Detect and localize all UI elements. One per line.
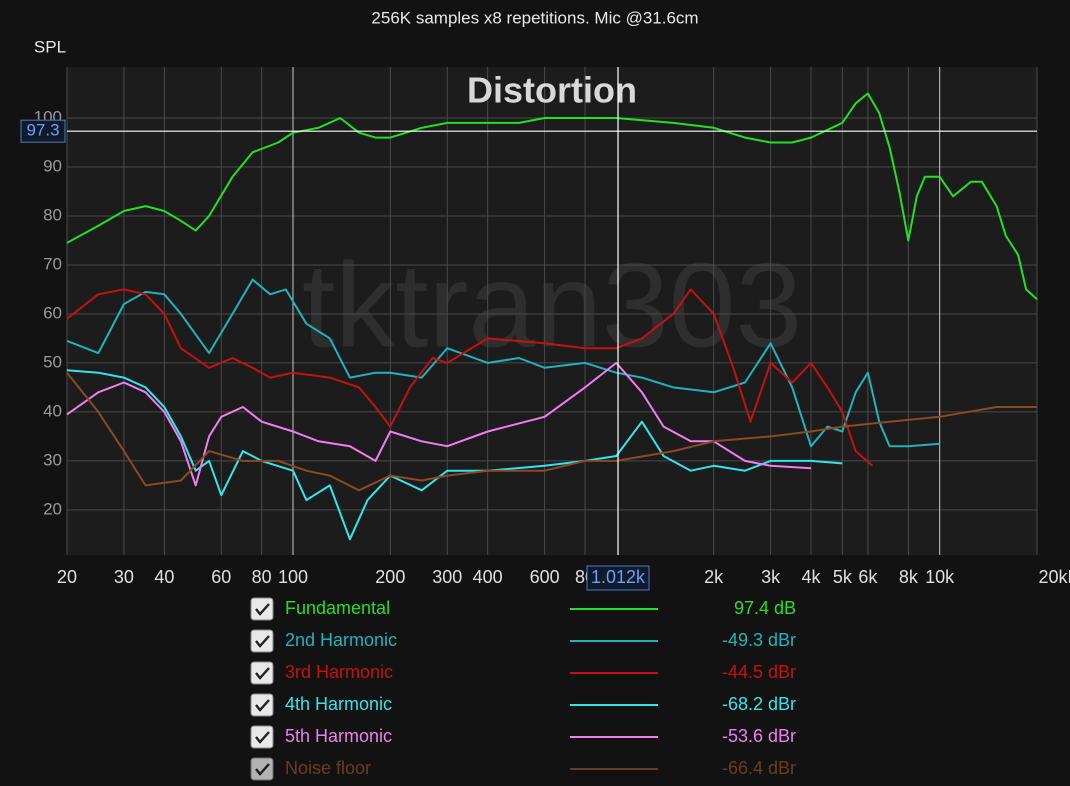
x-tick-label: 20kHz bbox=[1038, 567, 1070, 587]
x-tick-label: 3k bbox=[761, 567, 781, 587]
checkmark bbox=[255, 667, 270, 680]
y-tick-label: 90 bbox=[43, 156, 62, 175]
x-tick-label: 20 bbox=[57, 567, 77, 587]
x-tick-label: 6k bbox=[858, 567, 878, 587]
legend-readout: -44.5 dBr bbox=[722, 662, 796, 682]
legend-item: Noise floor -66.4 dBr bbox=[250, 757, 796, 781]
legend-name: 5th Harmonic bbox=[285, 726, 392, 746]
x-tick-label: 80 bbox=[252, 567, 272, 587]
legend: Fundamental 97.4 dB 2nd Harmonic -49.3 dBr 3… bbox=[250, 597, 796, 781]
watermark: tktran303 bbox=[302, 239, 802, 373]
y-tick-label: 50 bbox=[43, 352, 62, 371]
y-tick-label: 20 bbox=[43, 499, 62, 518]
cursor-y-label: 97.3 bbox=[26, 121, 59, 140]
series-line bbox=[66, 369, 843, 541]
series-line bbox=[66, 372, 1037, 492]
y-tick-label: 40 bbox=[43, 401, 62, 420]
cursor-y-box bbox=[20, 119, 66, 143]
legend-name: Fundamental bbox=[285, 598, 390, 618]
checkmark bbox=[255, 763, 270, 776]
legend-item: 5th Harmonic -53.6 dBr bbox=[250, 725, 796, 749]
checkbox[interactable] bbox=[250, 597, 274, 621]
x-tick-label: 100 bbox=[278, 567, 308, 587]
legend-readout: -49.3 dBr bbox=[722, 630, 796, 650]
series-line bbox=[66, 92, 1038, 300]
x-tick-label: 8k bbox=[899, 567, 919, 587]
chart-heading: Distortion bbox=[467, 70, 637, 111]
checkbox[interactable] bbox=[250, 629, 274, 653]
checkbox[interactable] bbox=[250, 725, 274, 749]
plot-area bbox=[67, 67, 1037, 555]
x-tick-label: 2k bbox=[704, 567, 724, 587]
x-tick-label: 600 bbox=[530, 567, 560, 587]
x-tick-label: 400 bbox=[473, 567, 503, 587]
legend-readout: -53.6 dBr bbox=[722, 726, 796, 746]
legend-item: Fundamental 97.4 dB bbox=[250, 597, 796, 621]
chart-title: 256K samples x8 repetitions. Mic @31.6cm bbox=[371, 8, 698, 27]
y-axis-label: SPL bbox=[34, 37, 66, 56]
legend-name: 3rd Harmonic bbox=[285, 662, 393, 682]
checkmark bbox=[255, 731, 270, 744]
series-line bbox=[66, 361, 812, 487]
x-tick-label: 30 bbox=[114, 567, 134, 587]
y-tick-label: 80 bbox=[43, 205, 62, 224]
legend-readout: 97.4 dB bbox=[734, 598, 796, 618]
x-tick-label: 40 bbox=[154, 567, 174, 587]
checkbox[interactable] bbox=[250, 757, 274, 781]
legend-name: Noise floor bbox=[285, 758, 371, 778]
checkmark bbox=[255, 635, 270, 648]
checkmark bbox=[255, 603, 270, 616]
x-tick-label: 60 bbox=[211, 567, 231, 587]
x-tick-label: 300 bbox=[432, 567, 462, 587]
checkbox[interactable] bbox=[250, 693, 274, 717]
overlay: 97.3 1.012k bbox=[20, 67, 1037, 591]
checkmark bbox=[255, 699, 270, 712]
legend-name: 4th Harmonic bbox=[285, 694, 392, 714]
series-line bbox=[66, 288, 874, 467]
checkbox[interactable] bbox=[250, 661, 274, 685]
legend-item: 2nd Harmonic -49.3 dBr bbox=[250, 629, 796, 653]
y-tick-label: 60 bbox=[43, 303, 62, 322]
series-line bbox=[66, 278, 940, 448]
cursor-x-label: 1.012k bbox=[591, 567, 646, 587]
x-tick-label: 10k bbox=[925, 567, 955, 587]
legend-readout: -66.4 dBr bbox=[722, 758, 796, 778]
x-tick-label: 5k bbox=[833, 567, 853, 587]
legend-readout: -68.2 dBr bbox=[722, 694, 796, 714]
cursor-x-box bbox=[586, 565, 650, 591]
lines bbox=[66, 92, 1038, 541]
y-tick-label: 30 bbox=[43, 450, 62, 469]
x-tick-label: 200 bbox=[375, 567, 405, 587]
legend-name: 2nd Harmonic bbox=[285, 630, 397, 650]
legend-item: 3rd Harmonic -44.5 dBr bbox=[250, 661, 796, 685]
x-tick-label: 4k bbox=[801, 567, 821, 587]
y-tick-label: 70 bbox=[43, 254, 62, 273]
legend-item: 4th Harmonic -68.2 dBr bbox=[250, 693, 796, 717]
